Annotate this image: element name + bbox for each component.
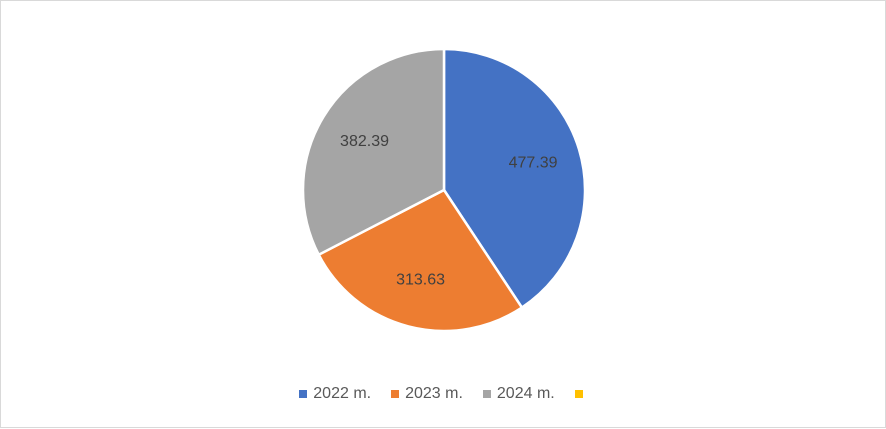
- data-label-3: 382.39: [340, 133, 389, 150]
- legend-swatch-4: [574, 390, 583, 398]
- data-label-2: 313.63: [396, 271, 445, 288]
- legend-swatch-3: [482, 390, 491, 398]
- legend-item-2: 2023 m.: [391, 385, 463, 403]
- legend-item-4: [574, 390, 589, 398]
- legend-label-3: 2024 m.: [496, 385, 555, 402]
- data-label-1: 477.39: [509, 154, 558, 171]
- pie-slice-2: [317, 188, 524, 333]
- legend-item-1: 2022 m.: [299, 385, 371, 403]
- pie-slice-3: [301, 47, 446, 257]
- legend-item-3: 2024 m.: [482, 385, 555, 403]
- legend-label-1: 2022 m.: [313, 385, 372, 402]
- legend-label-2: 2023 m.: [405, 385, 463, 402]
- legend-swatch-1: [299, 390, 308, 398]
- legend-swatch-2: [391, 390, 400, 398]
- legend: 2022 m. 2023 m. 2024 m.: [1, 385, 886, 403]
